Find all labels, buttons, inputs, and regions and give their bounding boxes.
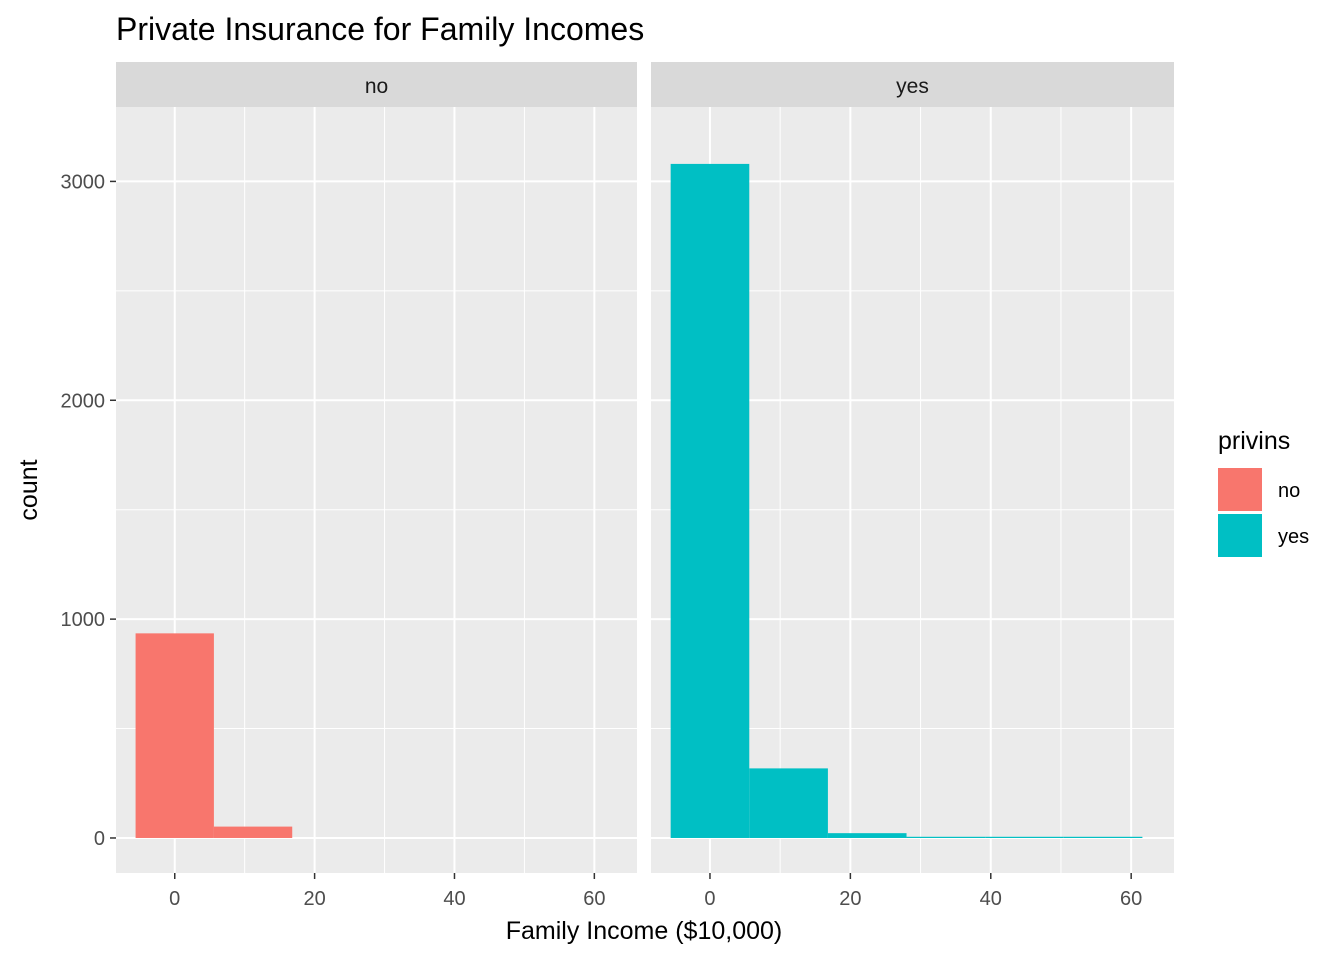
x-tick-label: 20 <box>303 888 325 910</box>
facet-panels: no yes <box>116 62 1174 873</box>
facet-panel-yes: yes <box>651 62 1174 873</box>
x-tick-label: 0 <box>169 888 180 910</box>
y-axis: 0 1000 2000 3000 <box>61 171 116 850</box>
legend-swatch <box>1218 514 1262 557</box>
histogram-bar <box>1063 836 1143 838</box>
x-tick-label: 40 <box>980 888 1002 910</box>
facet-strip-label: yes <box>896 75 929 98</box>
histogram-bar <box>827 833 907 838</box>
facet-strip-label: no <box>365 75 388 98</box>
legend-item-no: no <box>1218 468 1300 511</box>
legend-label: no <box>1278 480 1300 502</box>
histogram-bar <box>906 836 986 838</box>
histogram-bar <box>985 836 1064 838</box>
histogram-bar <box>213 826 293 838</box>
legend-label: yes <box>1278 526 1309 548</box>
x-axis-title: Family Income ($10,000) <box>506 917 783 945</box>
y-axis-title: count <box>15 459 43 520</box>
y-tick-label: 0 <box>94 828 105 850</box>
legend-swatch <box>1218 468 1262 511</box>
y-tick-label: 1000 <box>61 609 106 631</box>
x-axes: 0 20 40 60 0 20 40 60 <box>169 873 1142 910</box>
histogram-bar <box>670 163 750 838</box>
legend: privins no yes <box>1218 427 1309 557</box>
histogram-bar <box>135 633 214 838</box>
chart-title: Private Insurance for Family Incomes <box>116 11 644 47</box>
x-tick-label: 60 <box>1120 888 1142 910</box>
y-tick-label: 3000 <box>61 171 106 193</box>
x-tick-label: 0 <box>704 888 715 910</box>
histogram-bar <box>749 768 828 838</box>
x-tick-label: 40 <box>443 888 465 910</box>
x-tick-label: 20 <box>839 888 861 910</box>
legend-item-yes: yes <box>1218 514 1309 557</box>
legend-title: privins <box>1218 427 1290 455</box>
facet-panel-no: no <box>116 62 637 873</box>
x-tick-label: 60 <box>583 888 605 910</box>
y-tick-label: 2000 <box>61 390 106 412</box>
facet-strip <box>651 62 1174 107</box>
facet-strip <box>116 62 637 107</box>
